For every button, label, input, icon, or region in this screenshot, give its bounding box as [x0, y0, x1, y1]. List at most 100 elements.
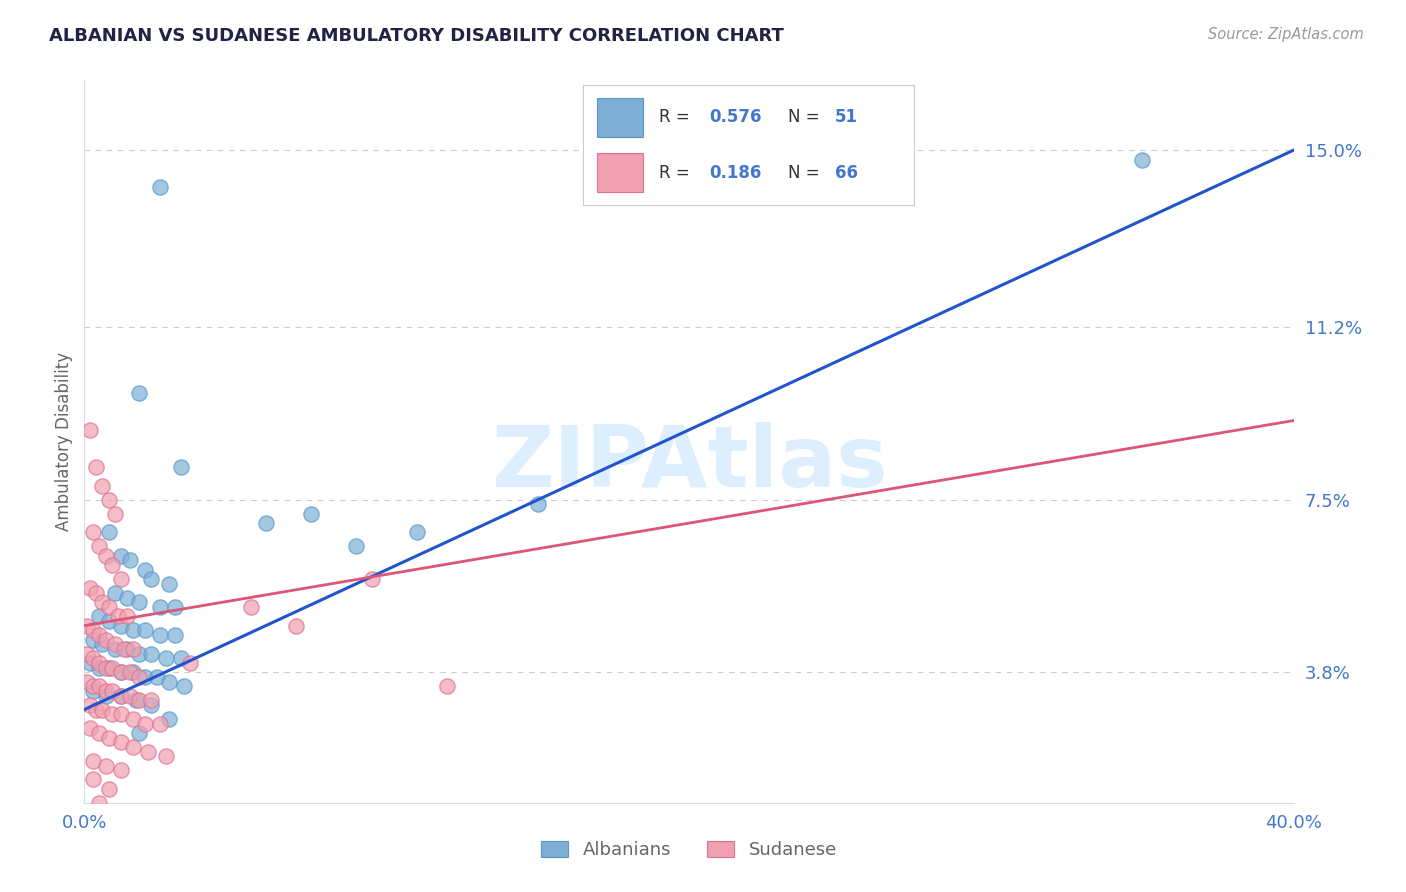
Point [146, 670, 169, 684]
Point [97, 492, 120, 507]
Point [100, 558, 122, 572]
Point [173, 679, 195, 693]
Point [79, 656, 101, 670]
Point [94, 549, 117, 563]
Point [110, 707, 132, 722]
Point [86, 586, 108, 600]
Point [89, 609, 111, 624]
Point [82, 684, 104, 698]
Bar [596, 153, 643, 192]
Point [110, 689, 132, 703]
Point [149, 180, 172, 194]
Point [134, 563, 156, 577]
Point [110, 665, 132, 680]
Point [149, 600, 172, 615]
Point [136, 745, 159, 759]
Text: 66: 66 [835, 163, 858, 182]
Point [128, 726, 150, 740]
Point [139, 647, 162, 661]
Point [89, 628, 111, 642]
Point [115, 609, 138, 624]
Point [89, 796, 111, 810]
Point [110, 689, 132, 703]
Point [79, 721, 101, 735]
Text: 0.576: 0.576 [709, 108, 762, 127]
Point [110, 618, 132, 632]
Text: R =: R = [659, 108, 696, 127]
Point [165, 600, 187, 615]
Point [121, 624, 143, 638]
Point [285, 618, 308, 632]
Point [170, 651, 193, 665]
Text: 51: 51 [835, 108, 858, 127]
Bar [596, 98, 643, 136]
Point [155, 749, 177, 764]
Point [79, 582, 101, 596]
Point [118, 689, 141, 703]
Legend: Albanians, Sudanese: Albanians, Sudanese [541, 840, 837, 859]
Point [165, 628, 187, 642]
Point [128, 595, 150, 609]
Point [100, 707, 122, 722]
Point [110, 665, 132, 680]
Point [97, 660, 120, 674]
Point [94, 689, 117, 703]
Point [157, 712, 180, 726]
Point [91, 637, 114, 651]
Point [406, 525, 429, 540]
Point [115, 591, 138, 605]
Point [82, 772, 104, 787]
Point [82, 632, 104, 647]
Text: ALBANIAN VS SUDANESE AMBULATORY DISABILITY CORRELATION CHART: ALBANIAN VS SUDANESE AMBULATORY DISABILI… [49, 27, 785, 45]
Point [89, 540, 111, 554]
Point [360, 572, 382, 586]
Point [100, 684, 122, 698]
Point [76, 647, 98, 661]
Point [110, 735, 132, 749]
Point [94, 684, 117, 698]
Point [86, 702, 108, 716]
Point [239, 600, 262, 615]
Point [86, 460, 108, 475]
Point [121, 665, 143, 680]
Point [134, 670, 156, 684]
Point [94, 660, 117, 674]
Point [79, 423, 101, 437]
Point [1130, 153, 1153, 167]
Point [94, 758, 117, 772]
Point [128, 693, 150, 707]
Point [89, 656, 111, 670]
Point [128, 385, 150, 400]
Point [76, 674, 98, 689]
Point [157, 576, 180, 591]
Point [110, 763, 132, 777]
Point [97, 781, 120, 796]
Point [82, 525, 104, 540]
Point [97, 614, 120, 628]
Text: 0.186: 0.186 [709, 163, 762, 182]
Text: N =: N = [789, 108, 825, 127]
Point [112, 642, 135, 657]
Point [91, 702, 114, 716]
Point [149, 716, 172, 731]
Point [121, 739, 143, 754]
Point [91, 479, 114, 493]
Point [94, 632, 117, 647]
Point [118, 665, 141, 680]
Point [155, 651, 177, 665]
Point [89, 726, 111, 740]
Point [97, 525, 120, 540]
Point [110, 572, 132, 586]
Point [149, 628, 172, 642]
Point [89, 679, 111, 693]
Text: Source: ZipAtlas.com: Source: ZipAtlas.com [1208, 27, 1364, 42]
Point [134, 716, 156, 731]
Point [76, 618, 98, 632]
Point [104, 642, 127, 657]
Point [97, 731, 120, 745]
Text: N =: N = [789, 163, 825, 182]
Point [125, 693, 148, 707]
Point [104, 637, 127, 651]
Point [179, 656, 201, 670]
Y-axis label: Ambulatory Disability: Ambulatory Disability [55, 352, 73, 531]
